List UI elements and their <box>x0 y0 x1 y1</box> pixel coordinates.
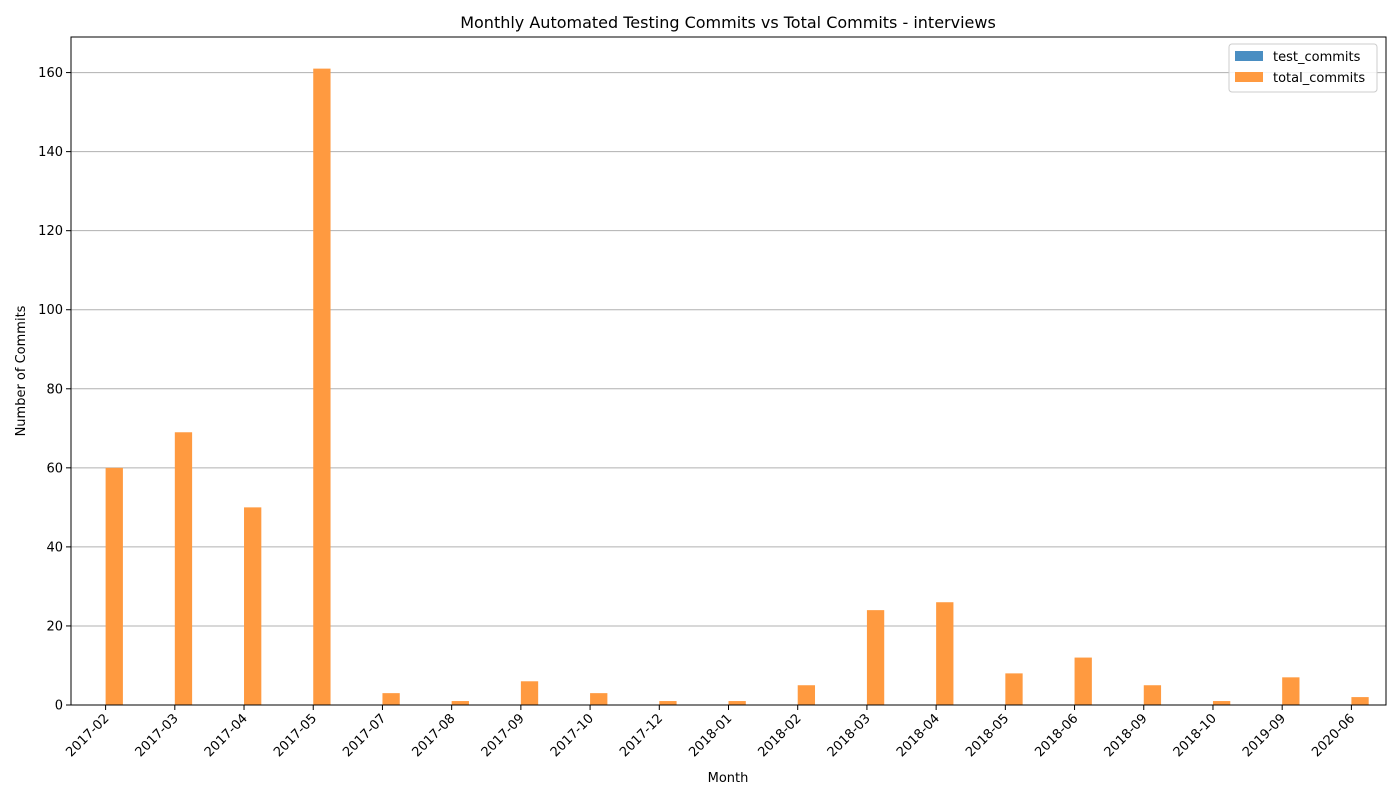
y-tick-label: 120 <box>38 224 63 239</box>
bar-total_commits-2020-06 <box>1351 697 1369 705</box>
bar-total_commits-2017-10 <box>590 693 608 705</box>
legend-box <box>1228 43 1378 93</box>
bar-total_commits-2019-09 <box>1282 677 1300 705</box>
y-tick-label: 160 <box>38 66 63 81</box>
bar-total_commits-2018-06 <box>1074 657 1092 705</box>
legend-label-test_commits: test_commits <box>1273 50 1361 65</box>
y-axis-label: Number of Commits <box>14 305 29 436</box>
bar-total_commits-2018-09 <box>1143 685 1162 705</box>
bar-total_commits-2018-05 <box>1005 673 1023 705</box>
y-tick-label: 40 <box>46 540 63 555</box>
bar-total_commits-2017-04 <box>244 507 262 705</box>
grid-layer <box>71 72 1386 627</box>
bar-total_commits-2017-12 <box>659 701 677 705</box>
chart-title: Monthly Automated Testing Commits vs Tot… <box>460 13 996 32</box>
x-axis-label: Month <box>708 771 749 786</box>
bars-layer <box>105 68 1369 706</box>
bar-total_commits-2017-03 <box>174 432 193 705</box>
bar-total_commits-2018-02 <box>797 685 816 705</box>
y-tick-label: 0 <box>55 699 63 714</box>
y-tick-label: 20 <box>46 619 63 634</box>
plot-frame <box>70 36 1387 706</box>
legend: test_commits total_commits <box>1228 43 1378 93</box>
y-tick-label: 80 <box>46 382 63 397</box>
y-tick-label: 60 <box>46 461 63 476</box>
bar-total_commits-2018-01 <box>728 701 746 705</box>
bar-total_commits-2017-09 <box>520 681 539 705</box>
y-tick-label: 140 <box>38 145 63 160</box>
bar-total_commits-2017-08 <box>451 701 469 705</box>
y-tick-label: 100 <box>38 303 63 318</box>
legend-swatch-total_commits <box>1235 72 1263 82</box>
bar-total_commits-2018-10 <box>1212 701 1231 705</box>
legend-swatch-test_commits <box>1235 51 1263 61</box>
bar-total_commits-2017-05 <box>313 68 331 706</box>
bar-total_commits-2018-04 <box>936 602 954 705</box>
bar-total_commits-2018-03 <box>866 610 885 705</box>
legend-label-total_commits: total_commits <box>1273 71 1365 86</box>
bar-total_commits-2017-07 <box>382 693 400 705</box>
bar-total_commits-2017-02 <box>105 467 123 705</box>
